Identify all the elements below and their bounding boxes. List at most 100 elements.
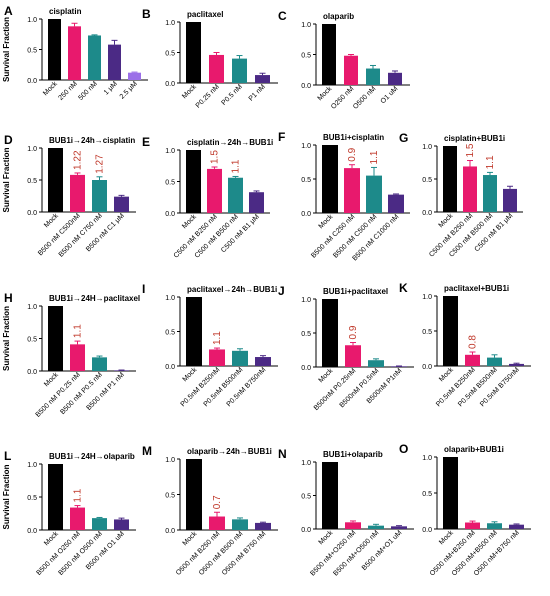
bar — [70, 174, 85, 212]
y-tick-label: 0.5 — [165, 330, 175, 337]
category-label: 500 nM — [77, 80, 99, 102]
category-label: Mock — [438, 529, 455, 546]
panel-letter: B — [142, 7, 151, 21]
category-label: B500 nM+O1 uM — [361, 529, 404, 572]
bar — [186, 297, 202, 366]
bar — [92, 180, 107, 212]
bar — [368, 360, 384, 367]
y-tick-label: 1.0 — [301, 297, 311, 304]
category-label: C500 nM B1 μM — [220, 213, 261, 254]
category-label: O500 nM — [352, 85, 377, 110]
y-tick-label: 0.5 — [301, 177, 311, 184]
bar — [207, 168, 222, 213]
category-label: P1 nM — [248, 83, 267, 102]
bar — [487, 357, 502, 366]
category-label: B500 nM P1 nM — [85, 371, 126, 412]
panel-title: paclitaxel — [187, 10, 223, 19]
y-tick-label: 1.0 — [165, 20, 175, 27]
bar — [388, 194, 404, 213]
y-axis-label: Survival Fraction — [2, 306, 11, 371]
panel-title: cisplatin — [49, 7, 82, 16]
bar — [344, 55, 358, 85]
category-label: Mock — [181, 83, 198, 100]
bar — [92, 357, 107, 371]
panel-title: BUB1i+paclitaxel — [323, 287, 388, 296]
y-tick-label: 0.5 — [301, 53, 311, 60]
bar — [345, 345, 361, 367]
category-label: O500 nM B500 nM — [198, 530, 245, 577]
panel-d: D BUB1i→24h→cisplatin Survival Fraction 0.0… — [2, 133, 136, 259]
bar — [322, 24, 336, 85]
category-label: Mock — [182, 366, 199, 383]
bar — [391, 366, 407, 367]
category-label: O1 uM — [380, 85, 400, 105]
ratio-annotation: 1.5 — [465, 143, 476, 157]
bar — [232, 58, 247, 83]
y-tick-label: 0.5 — [27, 495, 37, 502]
bar — [68, 26, 81, 80]
y-tick-label: 0.0 — [27, 78, 37, 85]
panel-title: olaparib→24h→BUB1i — [187, 447, 272, 456]
bar — [465, 522, 480, 529]
bar — [509, 363, 524, 366]
y-tick-label: 0.5 — [27, 48, 37, 55]
y-tick-label: 0.0 — [165, 81, 175, 88]
y-tick-label: 0.0 — [422, 527, 432, 534]
ratio-annotation: 0.9 — [347, 147, 358, 161]
ratio-annotation: 1.1 — [369, 150, 380, 164]
y-tick-label: 0.5 — [422, 491, 432, 498]
bar — [368, 525, 384, 529]
y-tick-label: 0.0 — [165, 528, 175, 535]
panel-letter: I — [142, 282, 145, 296]
ratio-annotation: 1.22 — [73, 150, 84, 170]
panel-letter: C — [278, 9, 287, 23]
y-tick-label: 1.0 — [165, 295, 175, 302]
panel-letter: D — [4, 133, 13, 147]
category-label: Mock — [42, 80, 59, 97]
panel-letter: H — [4, 291, 13, 305]
bar — [70, 507, 85, 530]
panel-title: BUB1i→24h→cisplatin — [49, 136, 135, 145]
y-tick-label: 1.0 — [422, 455, 432, 462]
bar — [114, 196, 129, 212]
category-label: P0.5nM B500nM — [457, 366, 499, 408]
category-label: Mock — [318, 213, 335, 230]
panel-letter: N — [278, 447, 287, 461]
category-label: B500 nM C1 μM — [85, 212, 126, 253]
panel-letter: M — [142, 444, 152, 458]
bar — [465, 354, 480, 366]
bar — [228, 177, 243, 213]
bar — [443, 296, 458, 366]
category-label: P0.5 nM — [221, 83, 245, 107]
category-label: O500 nM B750 nM — [221, 530, 268, 577]
panel-title: paclitaxel→24h→BUB1i — [187, 285, 277, 294]
ratio-annotation: 0.9 — [348, 325, 359, 339]
y-tick-label: 0.0 — [301, 527, 311, 534]
panel-title: olaparib+BUB1i — [444, 445, 504, 454]
panel-title: cisplatin+BUB1i — [444, 134, 505, 143]
y-tick-label: 0.0 — [301, 83, 311, 90]
y-tick-label: 1.0 — [165, 148, 175, 155]
y-axis-label: Survival Fraction — [2, 147, 11, 212]
category-label: Mock — [43, 371, 60, 388]
bar — [88, 35, 101, 80]
ratio-annotation: 0.7 — [212, 495, 223, 509]
panel-title: BUB1i+olaparib — [323, 450, 383, 459]
y-axis-label: Survival Fraction — [2, 17, 11, 82]
category-label: P0.5nM B250nM — [435, 366, 477, 408]
bar — [70, 344, 85, 371]
category-label: Mock — [43, 212, 60, 229]
panel-letter: O — [399, 442, 408, 456]
category-label: Mock — [318, 529, 335, 546]
bar — [255, 522, 271, 530]
bar — [366, 175, 382, 213]
y-tick-label: 0.5 — [422, 329, 432, 336]
category-label: B500 nM P0.5 nM — [59, 371, 104, 416]
bar — [255, 75, 270, 83]
bar — [391, 526, 407, 529]
category-label: P0.25 nM — [195, 83, 221, 109]
bar — [483, 175, 497, 212]
